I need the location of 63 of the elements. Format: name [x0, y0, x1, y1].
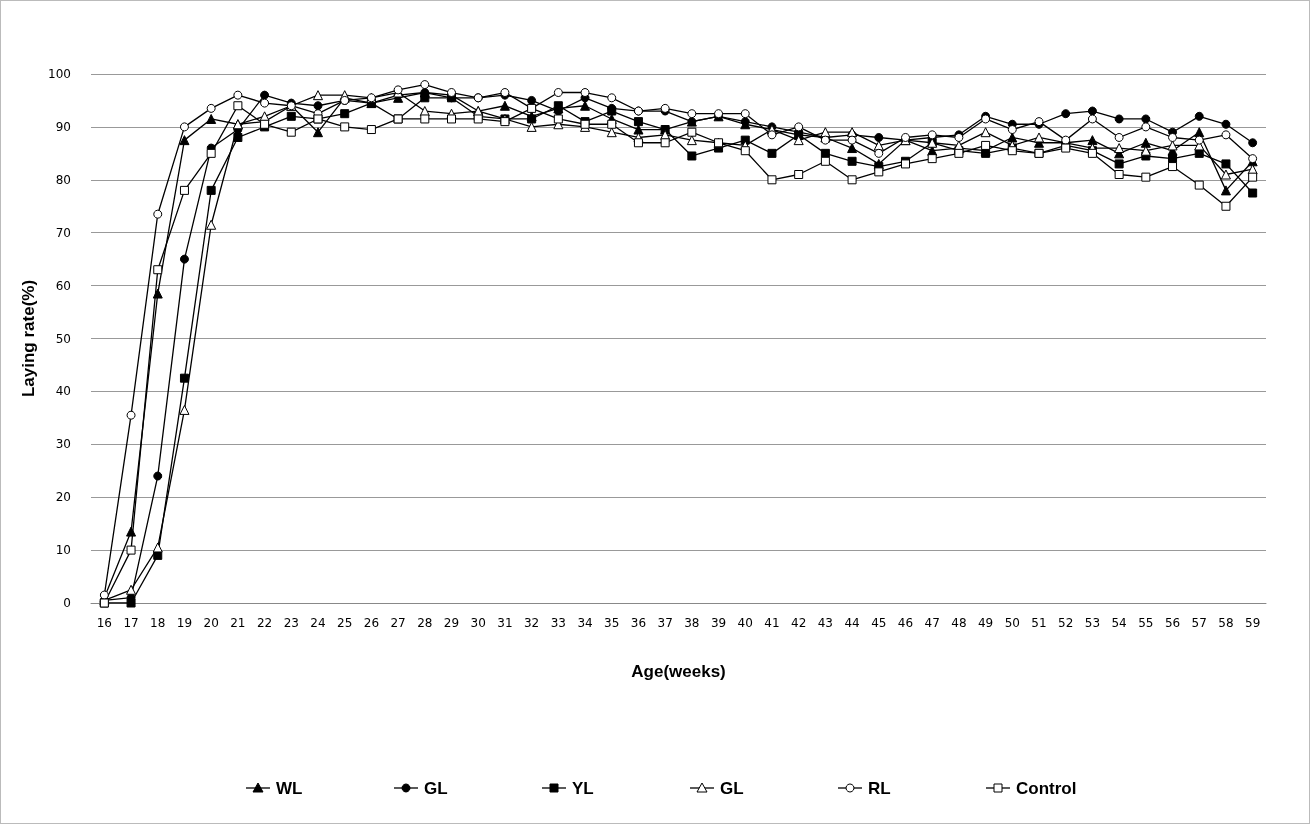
x-tick-label: 45 [871, 616, 887, 630]
x-tick-label: 25 [337, 616, 353, 630]
x-tick-label: 37 [657, 616, 673, 630]
y-tick-label: 10 [55, 543, 71, 558]
x-tick-label: 29 [443, 616, 460, 630]
x-tick-label: 27 [390, 616, 406, 630]
x-tick-label: 35 [604, 616, 620, 630]
x-tick-label: 40 [737, 616, 753, 630]
x-tick-label: 49 [977, 616, 994, 630]
legend-label: GL [424, 778, 448, 798]
x-tick-label: 21 [230, 616, 246, 630]
y-tick-label: 30 [55, 437, 71, 452]
x-tick-label: 33 [550, 616, 566, 630]
x-tick-label: 31 [497, 616, 513, 630]
y-tick-label: 100 [48, 67, 71, 81]
x-tick-label: 53 [1084, 616, 1101, 630]
x-tick-label: 39 [710, 616, 727, 630]
x-tick-label: 50 [1004, 616, 1020, 630]
x-tick-label: 56 [1164, 616, 1181, 630]
x-tick-label: 42 [791, 616, 807, 630]
y-tick-label: 80 [55, 172, 71, 187]
x-tick-label: 26 [363, 616, 380, 630]
x-tick-label: 30 [470, 616, 486, 630]
x-tick-label: 51 [1031, 616, 1047, 630]
x-tick-label: 23 [283, 616, 299, 630]
x-tick-label: 57 [1191, 616, 1207, 630]
y-tick-label: 70 [55, 225, 71, 240]
legend-label: Control [1016, 778, 1077, 798]
y-tick-label: 20 [55, 490, 71, 505]
x-tick-label: 44 [844, 616, 860, 630]
x-tick-label: 52 [1058, 616, 1074, 630]
x-tick-label: 47 [924, 616, 940, 630]
x-tick-label: 54 [1111, 616, 1127, 630]
x-tick-label: 34 [577, 616, 593, 630]
x-tick-label: 19 [176, 616, 193, 630]
x-tick-label: 38 [684, 616, 700, 630]
legend-label: WL [276, 778, 303, 798]
y-axis-title: Laying rate(%) [19, 279, 39, 398]
y-tick-label: 40 [55, 384, 71, 399]
x-tick-label: 58 [1218, 616, 1234, 630]
x-tick-label: 41 [764, 616, 780, 630]
x-tick-label: 48 [951, 616, 967, 630]
x-tick-label: 20 [203, 616, 219, 630]
x-axis-title: Age(weeks) [631, 662, 726, 681]
x-tick-label: 24 [310, 616, 326, 630]
y-tick-label: 50 [55, 331, 71, 346]
x-tick-label: 36 [630, 616, 647, 630]
y-tick-label: 90 [55, 119, 71, 134]
y-tick-label: 0 [63, 596, 71, 610]
legend-label: GL [720, 778, 744, 798]
x-tick-label: 32 [523, 616, 540, 630]
x-tick-label: 28 [417, 616, 433, 630]
x-tick-label: 22 [256, 616, 273, 630]
x-tick-label: 17 [123, 616, 139, 630]
x-tick-label: 46 [897, 616, 914, 630]
legend-label: YL [572, 778, 594, 798]
x-tick-label: 16 [96, 616, 112, 630]
x-tick-label: 43 [817, 616, 834, 630]
x-tick-label: 55 [1138, 616, 1154, 630]
x-tick-label: 59 [1245, 616, 1261, 630]
x-tick-label: 18 [150, 616, 166, 630]
legend-label: RL [868, 778, 891, 798]
y-tick-label: 60 [55, 278, 71, 293]
